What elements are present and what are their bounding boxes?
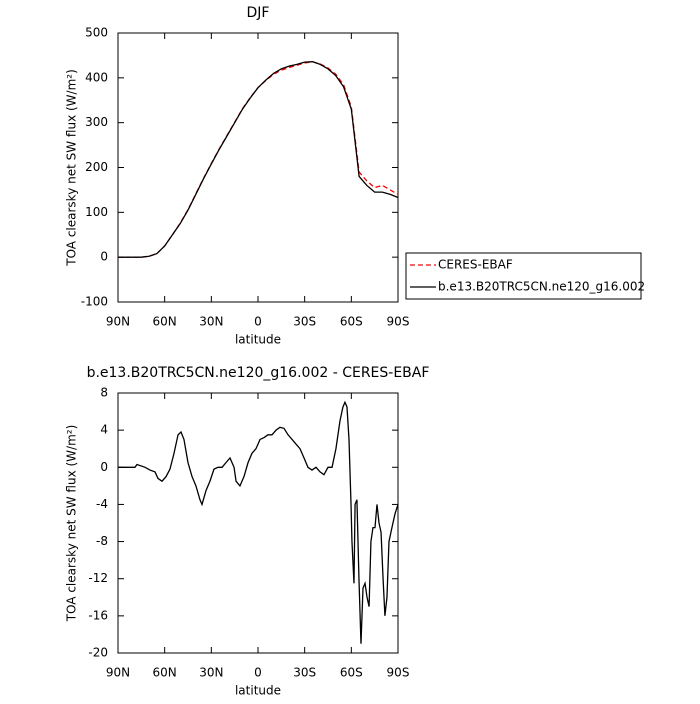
x-tick-label: 60N [153,666,177,680]
x-tick-label: 90N [106,315,130,329]
data-line [118,61,399,258]
y-tick-label: -16 [88,608,108,622]
legend-frame [405,252,642,300]
y-tick-label: 300 [85,115,108,129]
x-tick-label: 90N [106,666,130,680]
chart-title: DJF [247,5,270,21]
x-tick-label: 90S [387,666,410,680]
x-tick-label: 60S [340,666,363,680]
plot-frame [117,32,399,303]
plot-frame [117,392,399,654]
x-axis-label: latitude [235,333,281,347]
x-tick-label: 60S [340,315,363,329]
x-tick-label: 30N [199,315,223,329]
x-tick-label: 30N [199,666,223,680]
y-axis-label: TOA clearsky net SW flux (W/m²) [65,425,79,623]
x-tick-label: 0 [254,666,262,680]
y-tick-label: 8 [100,386,108,400]
y-tick-label: 0 [100,250,108,264]
y-tick-label: -20 [88,646,108,660]
y-tick-label: 0 [100,460,108,474]
y-axis-label: TOA clearsky net SW flux (W/m²) [65,69,79,267]
x-axis-label: latitude [235,684,281,698]
y-tick-label: 100 [85,205,108,219]
y-tick-label: -8 [96,534,108,548]
x-tick-label: 60N [153,315,177,329]
x-tick-label: 90S [387,315,410,329]
y-tick-label: 500 [85,26,108,40]
legend-label: b.e13.B20TRC5CN.ne120_g16.002 [438,280,645,294]
y-tick-label: 200 [85,160,108,174]
y-tick-label: 400 [85,70,108,84]
x-tick-label: 0 [254,315,262,329]
y-tick-label: -12 [88,571,108,585]
y-tick-label: 4 [100,423,108,437]
x-tick-label: 30S [293,315,316,329]
data-line [118,400,399,644]
y-tick-label: -100 [81,295,108,309]
x-tick-label: 30S [293,666,316,680]
data-line [118,61,399,258]
y-tick-label: -4 [96,497,108,511]
legend-label: CERES-EBAF [438,258,513,272]
chart-title: b.e13.B20TRC5CN.ne120_g16.002 - CERES-EB… [87,365,430,381]
